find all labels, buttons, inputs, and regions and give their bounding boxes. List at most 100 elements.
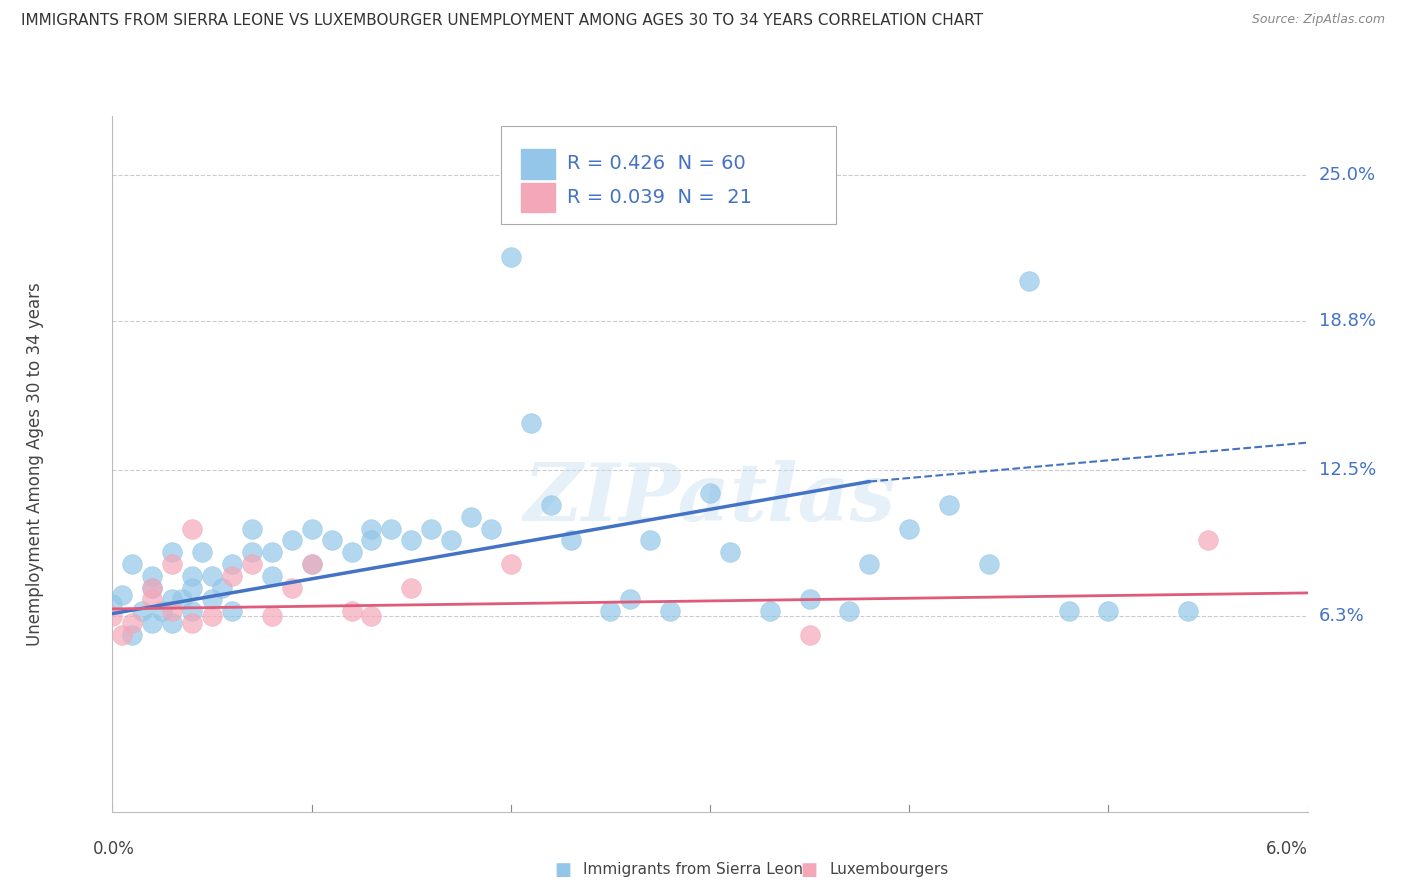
Point [162,604,183,618]
Point [1177,604,1199,618]
Point [759,604,782,618]
Text: 6.3%: 6.3% [1319,607,1364,625]
Point [699,486,721,500]
Point [281,533,304,548]
Point [121,628,143,642]
Point [479,522,502,536]
Point [181,604,204,618]
Point [162,615,183,630]
Text: 25.0%: 25.0% [1319,166,1376,184]
Text: 18.8%: 18.8% [1319,312,1375,330]
Point [240,557,263,571]
Point [181,615,204,630]
Point [201,592,224,607]
Text: Luxembourgers: Luxembourgers [830,863,949,877]
Text: 6.0%: 6.0% [1265,840,1308,858]
Point [150,604,173,618]
Point [340,604,363,618]
Point [1057,604,1080,618]
Point [221,557,243,571]
Point [131,604,153,618]
Point [1097,604,1119,618]
Point [1197,533,1219,548]
Point [977,557,1000,571]
Point [260,569,283,583]
Point [211,581,233,595]
Text: R = 0.426  N = 60: R = 0.426 N = 60 [567,153,745,173]
Text: R = 0.039  N =  21: R = 0.039 N = 21 [567,188,752,207]
Point [181,522,204,536]
Point [1018,274,1040,288]
Point [260,545,283,559]
Text: ■: ■ [800,861,817,879]
Text: IMMIGRANTS FROM SIERRA LEONE VS LUXEMBOURGER UNEMPLOYMENT AMONG AGES 30 TO 34 YE: IMMIGRANTS FROM SIERRA LEONE VS LUXEMBOU… [21,13,983,29]
Point [201,569,224,583]
Point [281,581,304,595]
Point [162,592,183,607]
Point [111,628,134,642]
Text: Unemployment Among Ages 30 to 34 years: Unemployment Among Ages 30 to 34 years [25,282,44,646]
Point [560,533,582,548]
FancyBboxPatch shape [501,127,835,224]
Point [799,628,821,642]
Point [141,581,163,595]
Point [301,557,323,571]
Point [858,557,880,571]
Point [141,581,163,595]
Text: 0.0%: 0.0% [93,840,135,858]
Point [499,557,522,571]
Point [221,604,243,618]
Point [360,533,382,548]
Point [380,522,402,536]
Point [221,569,243,583]
Point [301,522,323,536]
Point [520,416,543,430]
Point [111,588,134,602]
Point [121,615,143,630]
Point [260,609,283,624]
Point [240,522,263,536]
Point [540,498,562,512]
Point [101,597,124,611]
Point [162,557,183,571]
Point [321,533,343,548]
Point [718,545,741,559]
Text: ■: ■ [554,861,571,879]
Point [162,545,183,559]
Point [638,533,662,548]
Point [499,251,522,265]
Text: ZIPatlas: ZIPatlas [524,460,896,537]
Point [172,592,194,607]
Point [440,533,463,548]
Point [659,604,682,618]
Point [599,604,621,618]
Point [401,581,423,595]
Point [141,569,163,583]
Point [301,557,323,571]
Text: Source: ZipAtlas.com: Source: ZipAtlas.com [1251,13,1385,27]
Bar [522,183,554,212]
Point [360,522,382,536]
Point [799,592,821,607]
Point [938,498,960,512]
Point [191,545,214,559]
Point [181,581,204,595]
Point [898,522,921,536]
Point [240,545,263,559]
Point [141,615,163,630]
Point [201,609,224,624]
Point [401,533,423,548]
Point [460,509,482,524]
Point [181,569,204,583]
Point [838,604,860,618]
Point [420,522,443,536]
Bar [522,149,554,178]
Point [141,592,163,607]
Point [121,557,143,571]
Point [360,609,382,624]
Point [340,545,363,559]
Text: 12.5%: 12.5% [1319,461,1376,479]
Point [619,592,641,607]
Text: Immigrants from Sierra Leone: Immigrants from Sierra Leone [583,863,813,877]
Point [101,609,124,624]
